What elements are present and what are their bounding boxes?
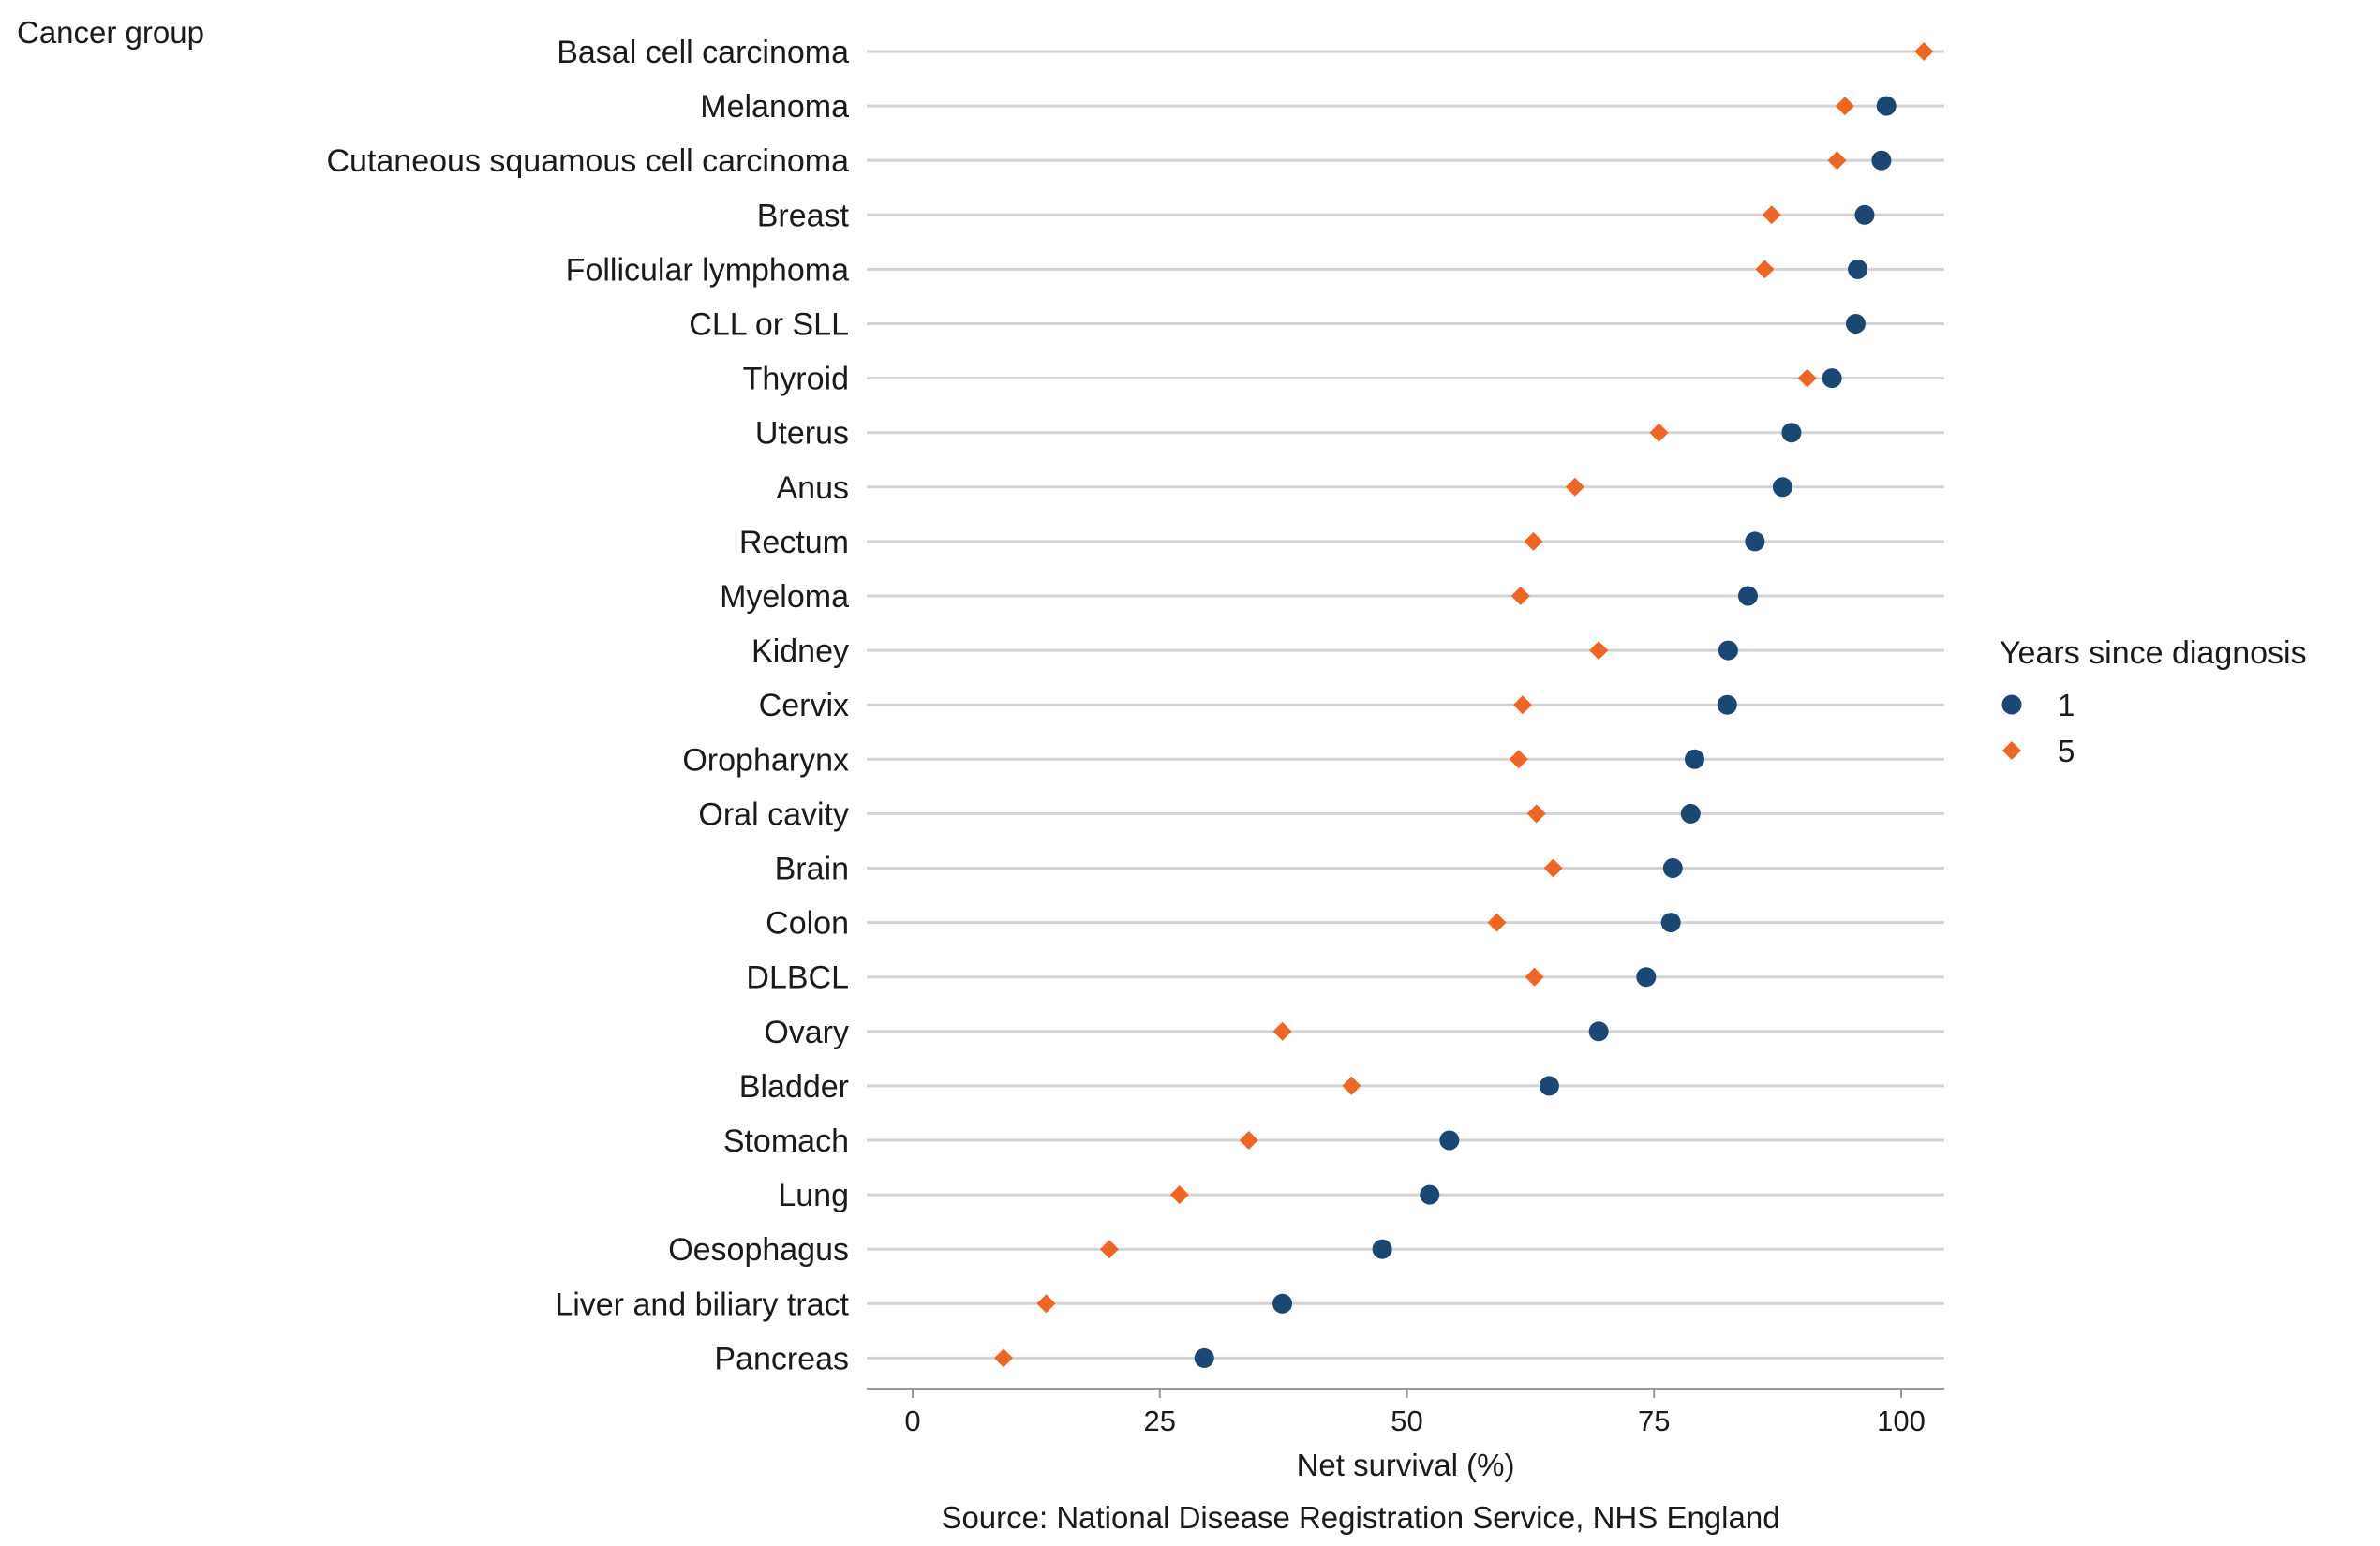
category-label: Oral cavity	[698, 796, 849, 832]
category-label: Follicular lymphoma	[566, 252, 849, 288]
point-5-year	[1565, 477, 1584, 497]
point-5-year	[1835, 97, 1854, 116]
point-1-year	[1876, 96, 1897, 116]
category-label: Melanoma	[700, 89, 849, 125]
legend-key	[2001, 694, 2022, 715]
point-1-year	[1871, 150, 1892, 171]
point-5-year	[1543, 858, 1563, 878]
point-1-year	[1737, 586, 1758, 606]
category-label: Anus	[777, 470, 850, 506]
category-label: CLL or SLL	[689, 307, 849, 343]
point-5-year	[1914, 42, 1934, 61]
category-label: Brain	[775, 852, 849, 887]
point-1-year	[1439, 1130, 1460, 1151]
point-1-year	[1420, 1184, 1440, 1205]
category-label: Colon	[766, 906, 849, 942]
category-label: Myeloma	[720, 579, 849, 615]
source-note: Source: National Disease Registration Se…	[941, 1500, 1779, 1535]
x-tick-label: 50	[1391, 1405, 1422, 1437]
point-5-year	[994, 1348, 1014, 1368]
y-axis-title: Cancer group	[17, 15, 204, 50]
category-label: Oesophagus	[668, 1232, 849, 1268]
point-5-year	[1525, 967, 1544, 987]
data-markers	[994, 42, 1934, 1368]
point-1-year	[1772, 477, 1792, 498]
point-5-year	[1589, 641, 1609, 661]
legend: Years since diagnosis 15	[2000, 635, 2307, 768]
point-5-year	[1239, 1131, 1258, 1150]
point-1-year	[1822, 368, 1842, 389]
category-label: DLBCL	[746, 960, 849, 996]
point-1-year	[1680, 803, 1701, 824]
x-tick-label: 75	[1638, 1405, 1670, 1437]
x-tick-label: 25	[1144, 1405, 1176, 1437]
point-1-year	[1717, 694, 1737, 715]
category-label: Cutaneous squamous cell carcinoma	[326, 143, 849, 179]
point-1-year	[1194, 1347, 1214, 1368]
point-5-year	[1827, 151, 1847, 171]
category-label: Basal cell carcinoma	[557, 35, 849, 70]
point-5-year	[1649, 423, 1669, 442]
category-label: Uterus	[755, 416, 849, 452]
legend-items: 15	[2001, 688, 2075, 768]
point-5-year	[1755, 260, 1775, 279]
point-1-year	[1745, 531, 1765, 552]
category-label: Lung	[778, 1178, 849, 1213]
category-label: Thyroid	[743, 362, 849, 397]
x-axis-title: Net survival (%)	[1297, 1448, 1515, 1482]
category-label: Rectum	[739, 525, 849, 560]
category-label: Oropharynx	[682, 742, 849, 778]
point-1-year	[1781, 423, 1802, 443]
point-5-year	[1169, 1185, 1189, 1205]
gridlines	[867, 50, 1944, 1360]
legend-title: Years since diagnosis	[2000, 635, 2307, 671]
x-tick-label: 0	[904, 1405, 920, 1437]
point-5-year	[1036, 1294, 1056, 1314]
point-1-year	[1685, 749, 1705, 769]
point-5-year	[1762, 205, 1781, 225]
category-label: Pancreas	[714, 1341, 849, 1376]
point-5-year	[1510, 587, 1530, 605]
category-labels: Basal cell carcinoma Melanoma Cutaneous sq…	[326, 35, 849, 1376]
point-5-year	[1487, 913, 1507, 932]
point-1-year	[1372, 1239, 1392, 1259]
legend-key	[2002, 741, 2021, 760]
point-1-year	[1662, 858, 1683, 878]
point-5-year	[1797, 368, 1817, 388]
point-1-year	[1845, 314, 1866, 334]
point-5-year	[1512, 695, 1532, 715]
point-5-year	[1342, 1076, 1361, 1095]
x-tick-label: 100	[1877, 1405, 1926, 1437]
point-5-year	[1524, 531, 1543, 551]
point-1-year	[1718, 640, 1738, 661]
category-label: Breast	[757, 198, 850, 233]
category-label: Ovary	[764, 1015, 849, 1050]
point-1-year	[1588, 1021, 1609, 1042]
category-label: Bladder	[739, 1069, 849, 1105]
point-1-year	[1636, 967, 1657, 988]
category-label: Stomach	[723, 1123, 849, 1159]
point-1-year	[1660, 913, 1681, 933]
point-5-year	[1526, 804, 1546, 824]
point-5-year	[1509, 750, 1528, 769]
category-label: Liver and biliary tract	[555, 1286, 849, 1322]
x-axis-ticks: 0 25 50 75 100	[904, 1389, 1926, 1437]
legend-item-label: 1	[2058, 688, 2075, 722]
point-1-year	[1272, 1293, 1293, 1314]
category-label: Kidney	[751, 633, 849, 669]
point-1-year	[1854, 204, 1875, 225]
point-1-year	[1539, 1076, 1559, 1096]
point-1-year	[1848, 259, 1868, 279]
legend-item-label: 5	[2058, 734, 2075, 768]
point-5-year	[1099, 1240, 1119, 1259]
category-label: Cervix	[759, 688, 849, 723]
point-5-year	[1272, 1021, 1292, 1041]
